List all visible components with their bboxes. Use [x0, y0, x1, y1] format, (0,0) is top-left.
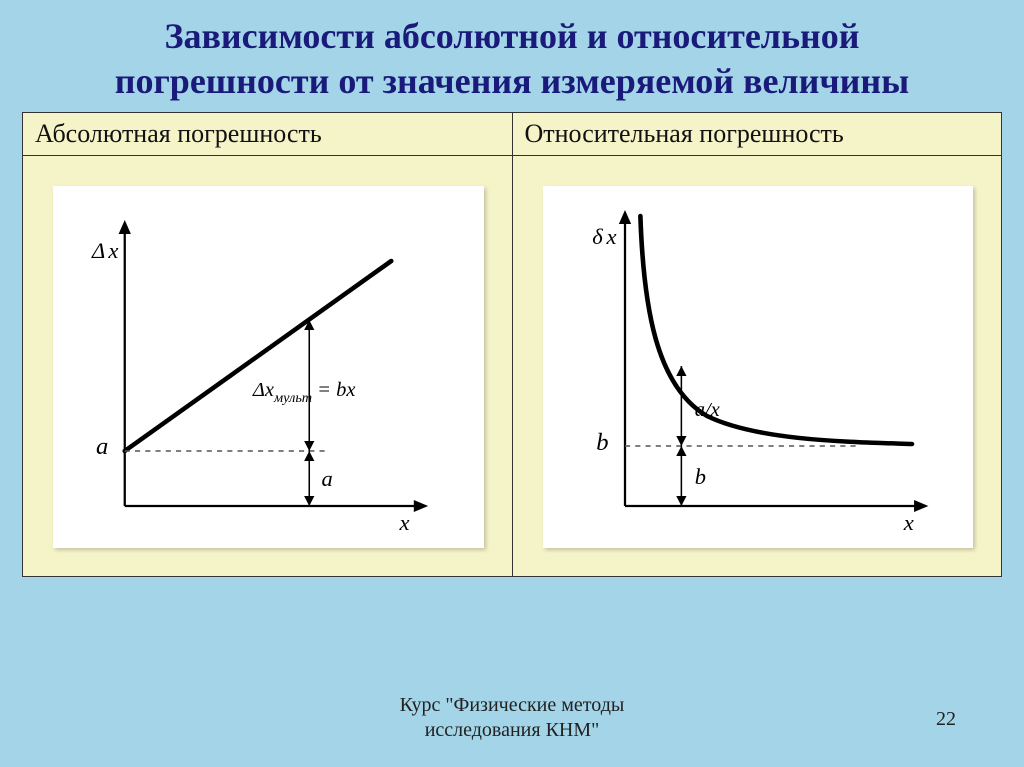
right-chart-cell: δ x x b b a/x [513, 156, 1002, 576]
right-upper-seg-label: a/x [694, 399, 719, 421]
footer-text: Курс "Физические методы исследования КНМ… [0, 693, 1024, 743]
left-chart-svg: Δ x x a a Δxмульт = bx [53, 186, 484, 548]
table-header-row: Абсолютная погрешность Относительная пог… [23, 113, 1001, 156]
left-lower-seg-label: a [322, 466, 333, 491]
footer-line2: исследования КНМ" [425, 719, 600, 741]
footer-line1: Курс "Физические методы [400, 694, 625, 716]
right-xlabel: x [902, 510, 913, 535]
right-asymptote-label: b [596, 429, 608, 456]
right-chart-svg: δ x x b b a/x [543, 186, 974, 548]
svg-text:Δ: Δ [91, 238, 105, 263]
right-column-header: Относительная погрешность [513, 113, 1002, 155]
left-chart-cell: Δ x x a a Δxмульт = bx [23, 156, 513, 576]
right-chart: δ x x b b a/x [543, 186, 974, 548]
left-upper-seg-label: Δxмульт = bx [252, 379, 356, 406]
left-chart: Δ x x a a Δxмульт = bx [53, 186, 484, 548]
left-xlabel: x [398, 510, 409, 535]
svg-text:δ: δ [592, 224, 603, 249]
comparison-table: Абсолютная погрешность Относительная пог… [22, 112, 1002, 577]
right-ylabel-x: x [605, 224, 616, 249]
left-intercept-label: a [96, 433, 108, 460]
left-ylabel-x: x [107, 238, 118, 263]
right-lower-seg-label: b [694, 464, 705, 489]
page-number: 22 [936, 708, 956, 731]
page-title: Зависимости абсолютной и относительной п… [0, 0, 1024, 112]
chart-row: Δ x x a a Δxмульт = bx [23, 156, 1001, 576]
left-column-header: Абсолютная погрешность [23, 113, 513, 155]
